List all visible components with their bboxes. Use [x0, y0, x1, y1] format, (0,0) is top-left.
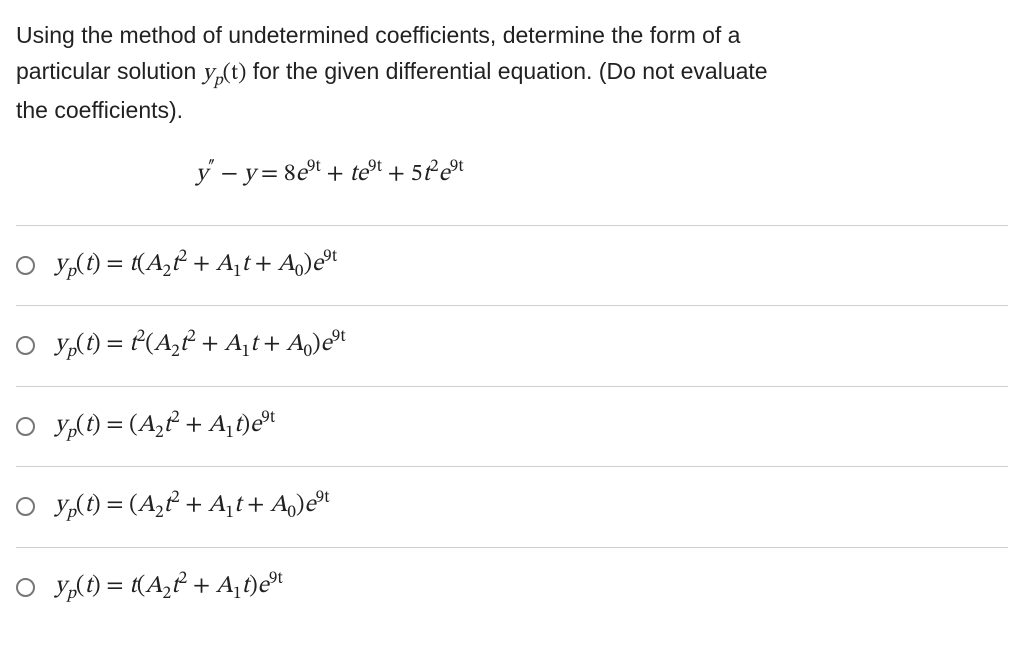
radio-button[interactable]	[16, 336, 35, 355]
eq-plus2: +	[382, 162, 411, 186]
radio-button[interactable]	[16, 417, 35, 436]
question-line1: Using the method of undetermined coeffic…	[16, 22, 740, 48]
radio-button[interactable]	[16, 578, 35, 597]
option-row[interactable]: yp(t) = t2(A2t2 + A1t + A0)e9t	[16, 306, 1008, 387]
eq-t1: t	[349, 162, 356, 186]
option-row[interactable]: yp(t) = (A2t2 + A1t + A0)e9t	[16, 467, 1008, 548]
option-row[interactable]: yp(t) = t(A2t2 + A1t + A0)e9t	[16, 225, 1008, 307]
eq-e2: e	[357, 162, 368, 186]
eq-minus: −	[215, 162, 244, 186]
yp-inline: yp(t)	[203, 62, 247, 85]
eq-dblprime: ″	[208, 159, 216, 176]
option-row[interactable]: yp(t) = t(A2t2 + A1t)e9t	[16, 548, 1008, 628]
eq-equals: =	[255, 162, 284, 186]
option-math: yp(t) = t(A2t2 + A1t + A0)e9t	[55, 248, 337, 284]
eq-t2: t	[422, 162, 430, 186]
question-line3: the coefficients).	[16, 97, 183, 123]
eq-e3: e	[439, 162, 450, 186]
option-math: yp(t) = t2(A2t2 + A1t + A0)e9t	[55, 328, 346, 364]
option-list: yp(t) = t(A2t2 + A1t + A0)e9t yp(t) = t2(…	[16, 225, 1008, 628]
yp-arg: (t)	[223, 62, 247, 85]
option-math: yp(t) = t(A2t2 + A1t)e9t	[55, 570, 283, 606]
option-math: yp(t) = (A2t2 + A1t + A0)e9t	[55, 489, 330, 525]
question-line2b: for the given differential equation. (Do…	[246, 58, 767, 84]
eq-y1: y	[196, 162, 208, 186]
eq-plus1: +	[321, 162, 350, 186]
question-line2a: particular solution	[16, 58, 203, 84]
option-math: yp(t) = (A2t2 + A1t)e9t	[55, 409, 275, 445]
eq-exp3: 9t	[450, 159, 464, 176]
yp-y: y	[203, 62, 214, 85]
eq-exp1: 9t	[307, 159, 321, 176]
display-equation: y″ − y = 8e9t + te9t + 5t2e9t	[196, 157, 1008, 189]
radio-button[interactable]	[16, 497, 35, 516]
eq-y2: y	[244, 162, 256, 186]
eq-8: 8	[284, 162, 296, 186]
eq-t2exp: 2	[430, 159, 439, 176]
eq-5: 5	[411, 162, 423, 186]
question-stem: Using the method of undetermined coeffic…	[16, 18, 1008, 129]
yp-sub: p	[214, 71, 223, 88]
eq-e1: e	[296, 162, 307, 186]
option-row[interactable]: yp(t) = (A2t2 + A1t)e9t	[16, 387, 1008, 468]
radio-button[interactable]	[16, 256, 35, 275]
eq-exp2: 9t	[368, 159, 382, 176]
